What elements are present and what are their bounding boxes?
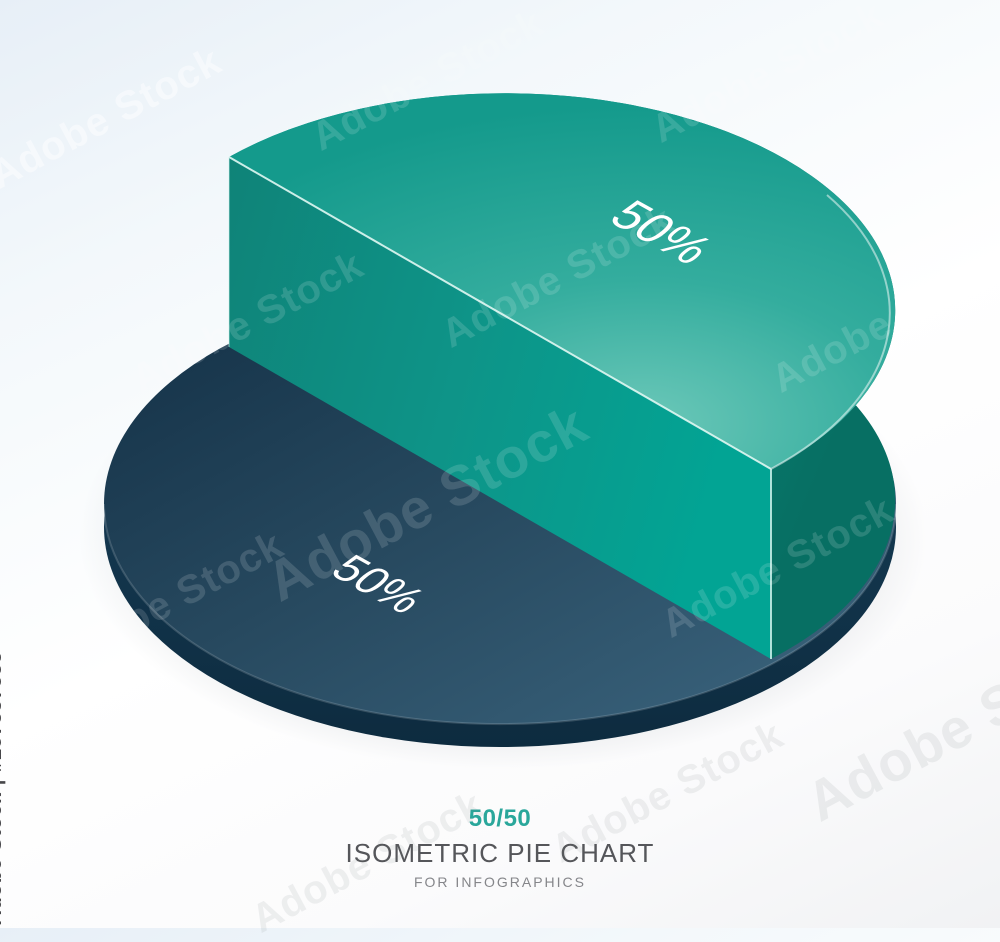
chart-caption: FOR INFOGRAPHICS	[413, 874, 586, 890]
chart-title: ISOMETRIC PIE CHART	[345, 838, 655, 868]
pie-slice-teal-top-face	[229, 93, 896, 469]
stock-id-label: Adobe Stock | #257887833	[0, 650, 6, 925]
chart-ratio-text: 50/50	[468, 805, 532, 832]
teal-chord-edge-highlight	[228, 156, 772, 470]
teal-silhouette-highlight	[770, 194, 891, 470]
navy-rim-highlight	[103, 503, 897, 725]
caption-block: 50/50 ISOMETRIC PIE CHART FOR INFOGRAPHI…	[0, 805, 1000, 891]
pie-slice-teal-cut-face	[229, 157, 771, 659]
